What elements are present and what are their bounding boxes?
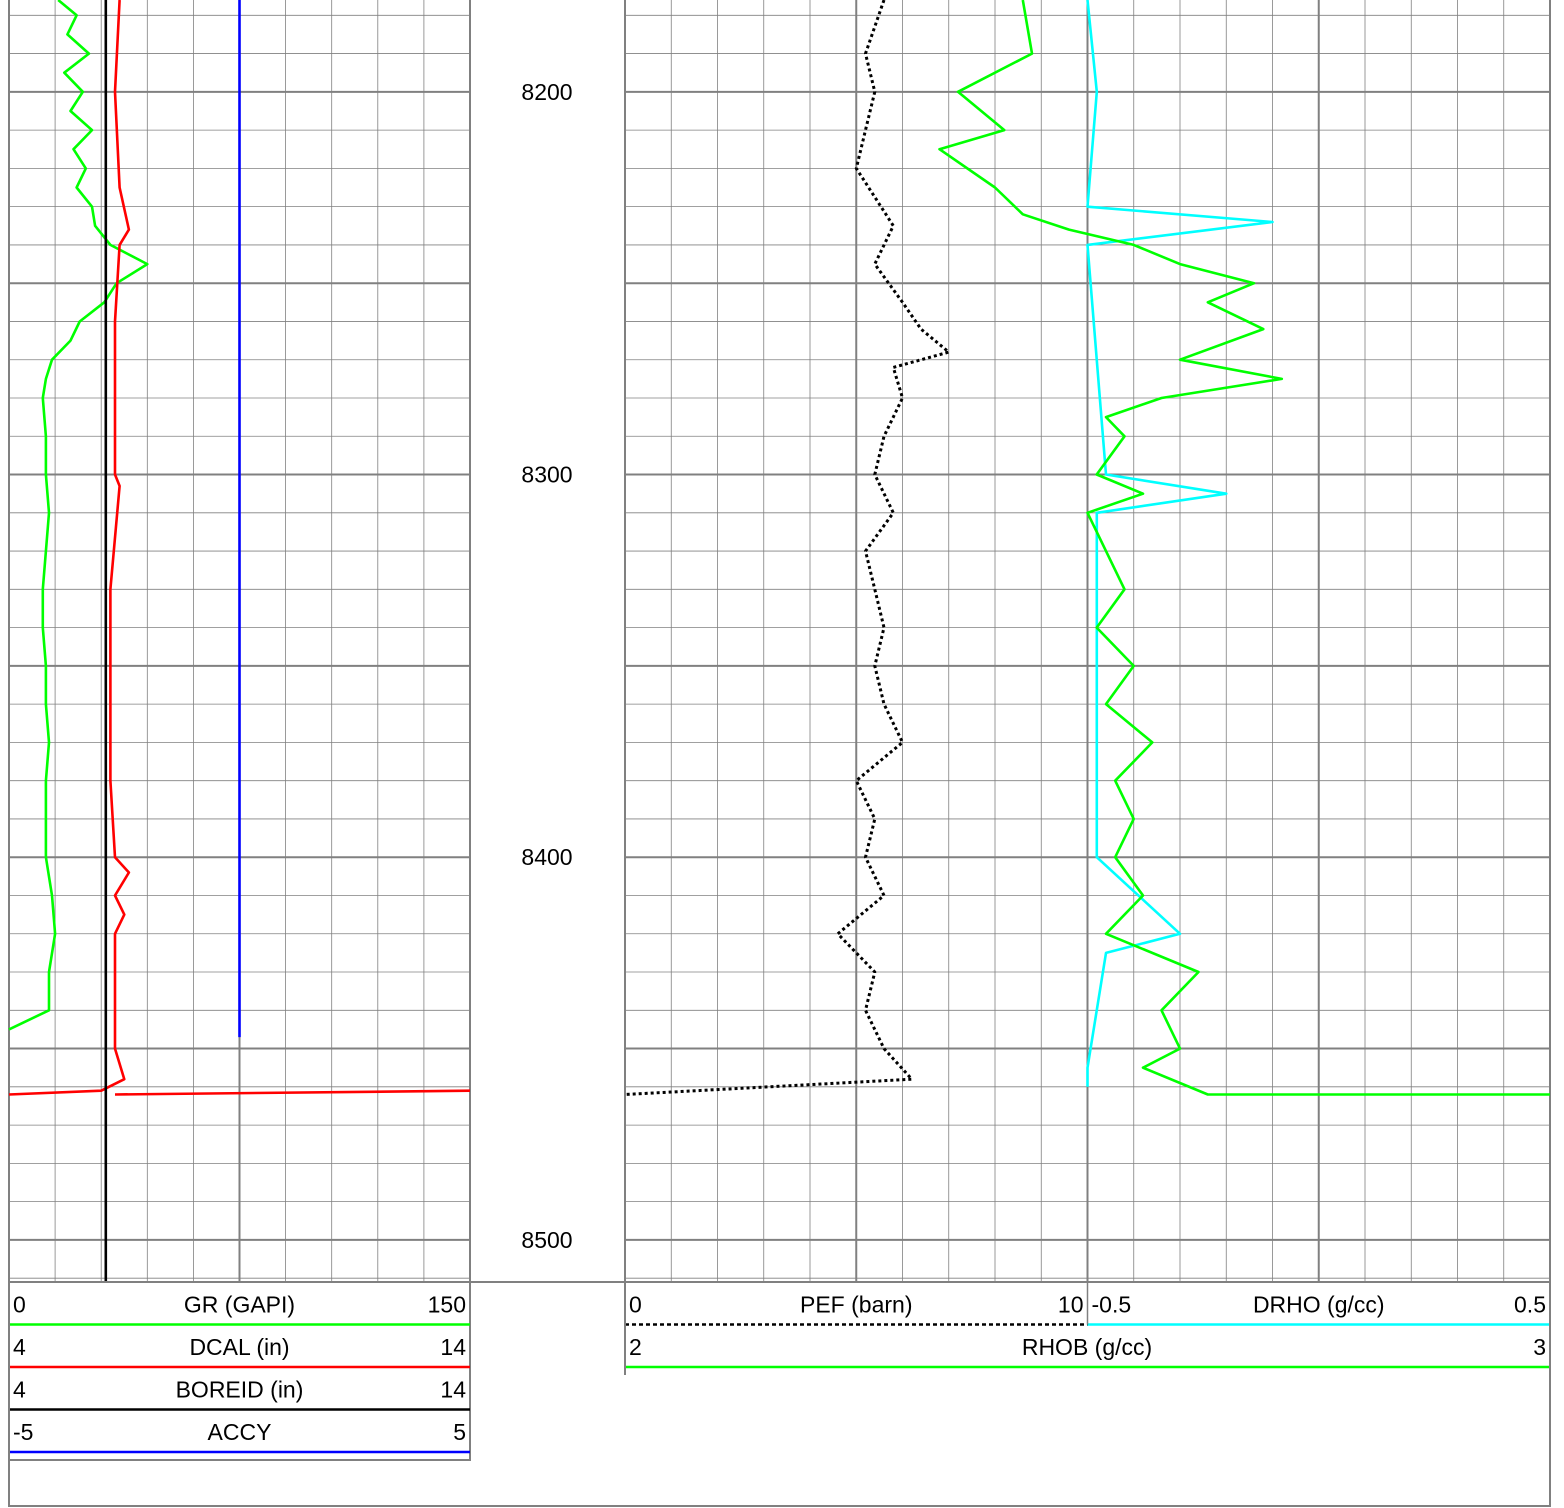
track1-curve-label: BOREID (in) — [176, 1377, 304, 1403]
curve-headers: 0 GR (GAPI) 150 4 DCAL (in) 14 4 BOREID (in) 14 -… — [8, 1281, 1551, 1507]
track1-min-label: 0 — [13, 1292, 26, 1318]
depth-track: 8200 8300 8400 8500 — [521, 79, 572, 1253]
curve-rhob — [938, 0, 1550, 1096]
curve-dcal — [8, 0, 131, 1096]
curve-pef — [624, 0, 951, 1096]
track1-curve-label: ACCY — [208, 1419, 272, 1445]
curve-gr — [8, 0, 149, 1031]
track1-max-label: 14 — [440, 1334, 466, 1360]
track2-rhob-curve-label: RHOB (g/cc) — [1022, 1334, 1152, 1360]
track2-rhob-max-label: 3 — [1533, 1334, 1546, 1360]
curve-drho — [1086, 0, 1274, 1087]
depth-tick-label: 8400 — [521, 844, 572, 870]
track1-curve-label: DCAL (in) — [189, 1334, 289, 1360]
track1-min-label: 4 — [13, 1377, 26, 1403]
track2-drho-curve-label: DRHO (g/cc) — [1253, 1292, 1385, 1318]
track2-drho-max-label: 0.5 — [1514, 1292, 1546, 1318]
track2-rhob-min-label: 2 — [629, 1334, 642, 1360]
track1-min-label: -5 — [13, 1419, 33, 1445]
track1-max-label: 150 — [428, 1292, 466, 1318]
track2-drho-min-label: -0.5 — [1092, 1292, 1132, 1318]
track2-pef-max-label: 10 — [1058, 1292, 1084, 1318]
depth-tick-label: 8200 — [521, 79, 572, 105]
track1-curve-label: GR (GAPI) — [184, 1292, 295, 1318]
depth-tick-label: 8300 — [521, 462, 572, 488]
header-outer-frame — [8, 1281, 1551, 1507]
curve-dcal-segment-2 — [114, 1089, 471, 1096]
track1-min-label: 4 — [13, 1334, 26, 1360]
track1-max-label: 5 — [453, 1419, 466, 1445]
curve-layer — [8, 0, 1550, 1282]
grid-track2 — [624, 0, 1551, 1282]
track2-pef-min-label: 0 — [629, 1292, 642, 1318]
track2-pef-curve-label: PEF (barn) — [800, 1292, 912, 1318]
depth-tick-label: 8500 — [521, 1227, 572, 1253]
track1-max-label: 14 — [440, 1377, 466, 1403]
